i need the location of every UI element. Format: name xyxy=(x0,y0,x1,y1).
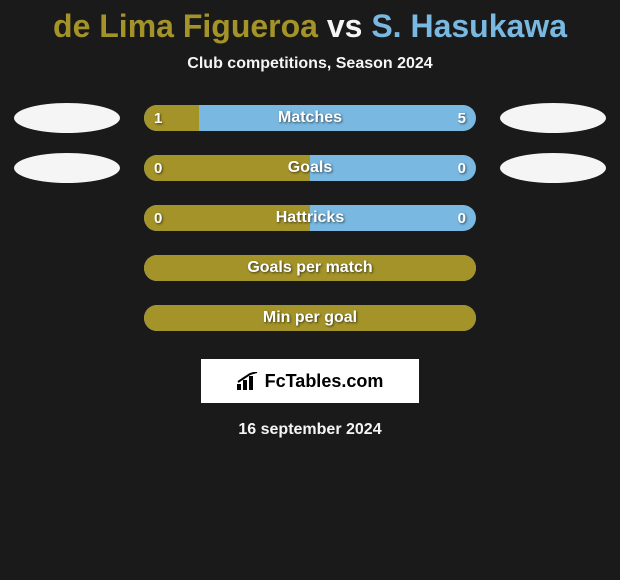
stat-bar: 0Hattricks0 xyxy=(144,205,476,231)
title-player1: de Lima Figueroa xyxy=(53,8,318,44)
avatar-spacer xyxy=(500,303,606,333)
brand-text: FcTables.com xyxy=(265,371,384,392)
comparison-row: Min per goal xyxy=(14,303,606,333)
stat-value-player2: 0 xyxy=(458,205,466,231)
stat-label: Goals per match xyxy=(144,255,476,281)
comparison-rows: 1Matches50Goals00Hattricks0Goals per mat… xyxy=(14,103,606,353)
comparison-row: 0Goals0 xyxy=(14,153,606,183)
player1-avatar xyxy=(14,103,120,133)
stat-bar: 1Matches5 xyxy=(144,105,476,131)
comparison-row: Goals per match xyxy=(14,253,606,283)
stat-value-player2: 5 xyxy=(458,105,466,131)
stat-label: Hattricks xyxy=(144,205,476,231)
title-vs: vs xyxy=(318,8,371,44)
avatar-spacer xyxy=(500,203,606,233)
brand-logo[interactable]: FcTables.com xyxy=(201,359,419,403)
stat-bar: Min per goal xyxy=(144,305,476,331)
title-player2: S. Hasukawa xyxy=(371,8,567,44)
player2-avatar xyxy=(500,103,606,133)
stat-bar: 0Goals0 xyxy=(144,155,476,181)
avatar-spacer xyxy=(14,203,120,233)
player1-avatar xyxy=(14,153,120,183)
comparison-row: 0Hattricks0 xyxy=(14,203,606,233)
avatar-spacer xyxy=(14,253,120,283)
page-title: de Lima Figueroa vs S. Hasukawa xyxy=(53,8,567,45)
stat-label: Goals xyxy=(144,155,476,181)
chart-icon xyxy=(237,372,259,390)
stat-bar: Goals per match xyxy=(144,255,476,281)
stat-label: Min per goal xyxy=(144,305,476,331)
avatar-spacer xyxy=(14,303,120,333)
subtitle: Club competitions, Season 2024 xyxy=(187,55,432,73)
player2-avatar xyxy=(500,153,606,183)
date-text: 16 september 2024 xyxy=(238,421,381,439)
comparison-row: 1Matches5 xyxy=(14,103,606,133)
stat-label: Matches xyxy=(144,105,476,131)
stat-value-player2: 0 xyxy=(458,155,466,181)
avatar-spacer xyxy=(500,253,606,283)
comparison-container: de Lima Figueroa vs S. Hasukawa Club com… xyxy=(0,0,620,580)
